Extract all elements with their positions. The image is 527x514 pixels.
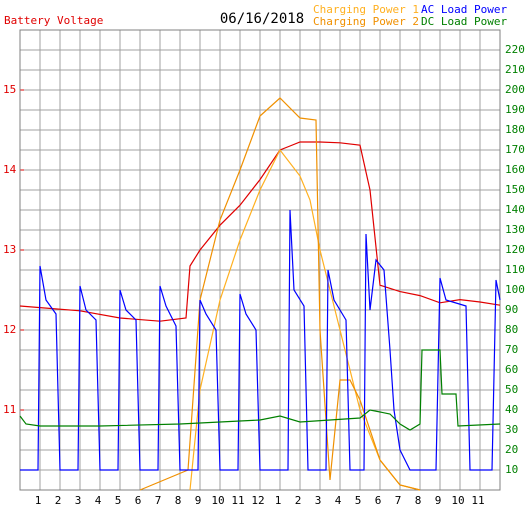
y2-tick-label: 10	[505, 463, 518, 476]
y2-tick-label: 190	[505, 103, 525, 116]
x-tick-label: 3	[75, 494, 82, 507]
x-tick-label: 12	[251, 494, 264, 507]
y-tick-label: 15	[3, 83, 16, 96]
legend-label: AC Load Power	[421, 3, 507, 16]
x-tick-label: 5	[115, 494, 122, 507]
x-tick-label: 1	[275, 494, 282, 507]
series-line	[19, 349, 501, 431]
x-tick-label: 11	[231, 494, 244, 507]
plot-frame	[19, 29, 501, 491]
x-tick-label: 9	[435, 494, 442, 507]
y2-tick-label: 210	[505, 63, 525, 76]
legend-label: Charging Power 2	[313, 15, 419, 28]
y-tick-label: 12	[3, 323, 16, 336]
x-tick-label: 10	[211, 494, 224, 507]
y2-tick-label: 50	[505, 383, 518, 396]
y2-tick-label: 70	[505, 343, 518, 356]
y2-tick-label: 40	[505, 403, 518, 416]
y2-tick-label: 60	[505, 363, 518, 376]
y2-tick-label: 200	[505, 83, 525, 96]
y2-tick-label: 20	[505, 443, 518, 456]
x-tick-label: 2	[295, 494, 302, 507]
x-tick-label: 2	[55, 494, 62, 507]
y2-tick-label: 160	[505, 163, 525, 176]
y-tick-label: 14	[3, 163, 17, 176]
y-tick-label: 11	[3, 403, 16, 416]
y2-tick-label: 170	[505, 143, 525, 156]
x-tick-label: 7	[395, 494, 402, 507]
x-tick-label: 11	[471, 494, 484, 507]
y2-tick-label: 130	[505, 223, 525, 236]
y2-tick-label: 220	[505, 43, 525, 56]
x-tick-label: 8	[415, 494, 422, 507]
x-tick-label: 5	[355, 494, 362, 507]
y2-tick-label: 150	[505, 183, 525, 196]
y2-tick-label: 100	[505, 283, 525, 296]
x-tick-label: 4	[95, 494, 102, 507]
x-tick-label: 6	[135, 494, 142, 507]
x-tick-label: 3	[315, 494, 322, 507]
x-tick-label: 6	[375, 494, 382, 507]
x-tick-label: 8	[175, 494, 182, 507]
x-tick-label: 9	[195, 494, 202, 507]
series-line	[20, 209, 501, 471]
y-tick-label: 13	[3, 243, 16, 256]
x-tick-label: 10	[451, 494, 464, 507]
chart-title: Battery Voltage	[4, 14, 103, 27]
y2-tick-label: 140	[505, 203, 525, 216]
legend-label: DC Load Power	[421, 15, 507, 28]
y2-tick-label: 120	[505, 243, 525, 256]
y2-tick-label: 180	[505, 123, 525, 136]
y2-tick-label: 90	[505, 303, 518, 316]
legend-label: Charging Power 1	[313, 3, 419, 16]
series-line	[139, 97, 421, 491]
x-tick-label: 1	[35, 494, 42, 507]
date: 06/16/2018	[220, 11, 304, 27]
y2-tick-label: 110	[505, 263, 525, 276]
y2-tick-label: 30	[505, 423, 518, 436]
x-tick-label: 4	[335, 494, 342, 507]
y2-tick-label: 80	[505, 323, 518, 336]
x-tick-label: 7	[155, 494, 162, 507]
